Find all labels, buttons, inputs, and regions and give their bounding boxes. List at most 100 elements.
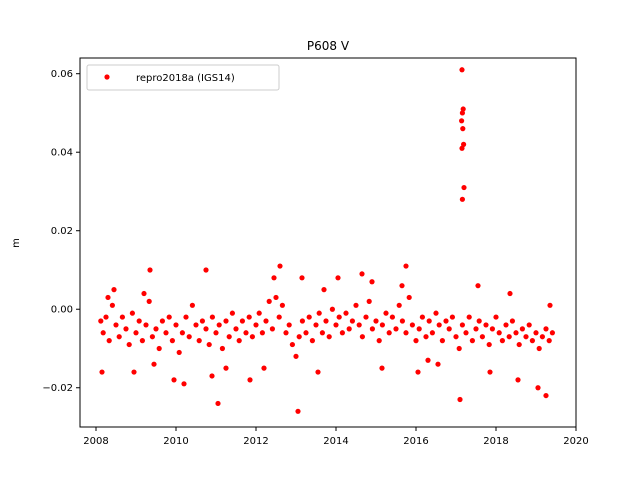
- data-point: [119, 314, 125, 320]
- data-point: [543, 392, 549, 399]
- data-point: [459, 196, 465, 202]
- data-point: [457, 396, 463, 403]
- data-point: [429, 330, 435, 336]
- data-point: [223, 318, 229, 324]
- data-point: [169, 338, 175, 344]
- data-point: [526, 322, 532, 328]
- y-tick-label: −0.02: [42, 383, 73, 394]
- data-point: [335, 275, 341, 281]
- data-point: [279, 302, 285, 308]
- data-point: [489, 326, 495, 332]
- data-point: [475, 283, 481, 289]
- data-point: [496, 330, 502, 336]
- data-point: [459, 67, 465, 73]
- legend: repro2018a (IGS14): [86, 64, 280, 91]
- data-point: [229, 310, 235, 316]
- data-point: [295, 408, 301, 414]
- data-point: [435, 361, 441, 367]
- data-point: [460, 106, 466, 112]
- data-point: [321, 287, 327, 293]
- data-point: [459, 322, 465, 328]
- data-point: [243, 330, 249, 336]
- data-point: [463, 330, 469, 336]
- data-point: [356, 322, 362, 328]
- data-point: [299, 318, 305, 324]
- data-point: [479, 334, 485, 340]
- data-point: [303, 330, 309, 336]
- data-point: [319, 330, 325, 336]
- data-point: [105, 294, 111, 301]
- data-point: [461, 184, 467, 191]
- data-point: [416, 326, 422, 332]
- data-point: [253, 322, 259, 328]
- data-point: [366, 298, 372, 304]
- x-axis-ticks: 2008 2010 2012 2014 2016 2018 2020: [83, 427, 589, 447]
- data-point: [143, 322, 149, 328]
- data-point: [549, 330, 556, 336]
- x-tick-label: 2016: [403, 436, 428, 447]
- data-point: [419, 314, 425, 320]
- data-point: [476, 318, 482, 324]
- legend-marker: [104, 74, 110, 80]
- data-point: [100, 330, 106, 336]
- data-point: [246, 314, 252, 320]
- data-point: [283, 330, 289, 336]
- data-point: [336, 314, 342, 320]
- data-point: [353, 302, 359, 308]
- y-tick-label: 0.00: [51, 305, 73, 316]
- data-point: [369, 326, 375, 332]
- data-point: [456, 345, 462, 352]
- data-point: [523, 334, 529, 340]
- data-point: [396, 302, 402, 308]
- x-tick-label: 2020: [563, 436, 588, 447]
- data-point: [379, 365, 385, 371]
- data-point: [379, 322, 385, 328]
- data-point: [131, 369, 137, 375]
- data-point: [376, 338, 382, 344]
- data-point: [203, 326, 209, 332]
- data-point: [459, 110, 465, 116]
- y-tick-label: 0.02: [51, 226, 73, 237]
- data-point: [219, 345, 225, 352]
- legend-box: [86, 64, 280, 91]
- data-point: [147, 267, 153, 273]
- data-point: [111, 287, 117, 293]
- data-point: [289, 341, 295, 348]
- data-point: [277, 263, 283, 269]
- data-point: [433, 310, 439, 316]
- data-point: [439, 338, 445, 344]
- data-point: [389, 314, 395, 320]
- data-point: [126, 341, 132, 348]
- data-point: [261, 365, 267, 371]
- data-point: [329, 306, 335, 312]
- data-point: [256, 310, 262, 316]
- data-point: [129, 310, 135, 316]
- data-point: [151, 361, 157, 367]
- data-point: [383, 310, 389, 316]
- data-point: [189, 302, 195, 308]
- data-point: [369, 279, 375, 285]
- data-points: [98, 67, 556, 414]
- data-point: [166, 314, 172, 320]
- data-point: [516, 341, 522, 348]
- data-point: [233, 326, 239, 332]
- data-point: [406, 294, 412, 301]
- data-point: [196, 338, 202, 344]
- data-point: [507, 290, 513, 297]
- y-axis-ticks: −0.02 0.00 0.02 0.04 0.06: [42, 69, 80, 394]
- data-point: [226, 334, 232, 340]
- data-point: [349, 318, 355, 324]
- data-point: [315, 369, 321, 375]
- data-point: [386, 330, 392, 336]
- data-point: [193, 322, 199, 328]
- data-point: [346, 326, 352, 332]
- data-point: [123, 326, 129, 332]
- data-point: [461, 141, 467, 147]
- data-point: [163, 330, 169, 336]
- data-point: [286, 322, 292, 328]
- data-point: [343, 310, 349, 316]
- data-point: [209, 373, 215, 379]
- data-point: [363, 314, 369, 320]
- data-point: [136, 318, 142, 324]
